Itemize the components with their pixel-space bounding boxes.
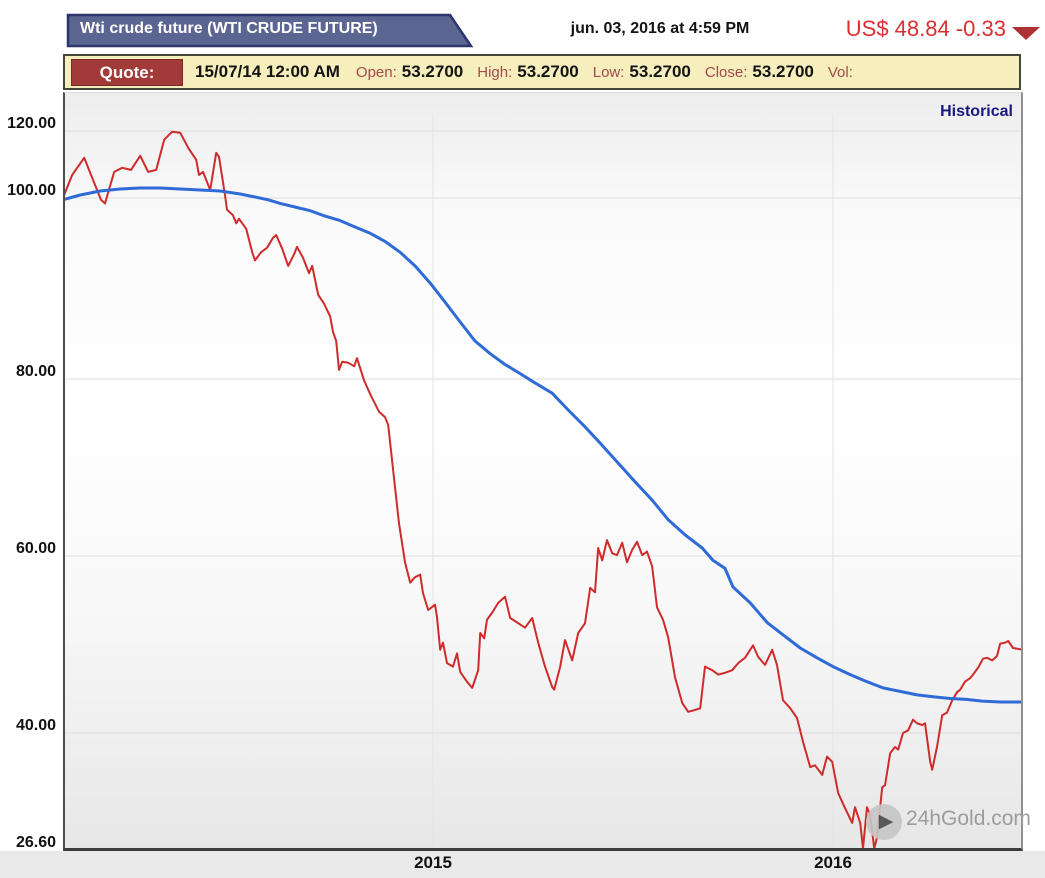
y-axis-label: 120.00 [7,115,56,132]
instrument-tab [66,13,474,48]
price-chart [65,113,1021,848]
instrument-tab-shape [66,13,474,48]
chart-panel: Historical ▶ 24hGold.com [63,92,1031,851]
instrument-title: Wti crude future (WTI CRUDE FUTURE) [80,20,378,37]
quote-datetime: jun. 03, 2016 at 4:59 PM [570,20,750,37]
price-down-arrow-icon [1012,27,1040,40]
low-value: 53.2700 [629,62,691,81]
low-label: Low: [592,63,625,81]
price-line [65,130,1021,848]
historical-mode-tab[interactable]: Historical [940,103,1013,120]
y-axis-label: 100.00 [7,182,56,199]
moving-average-line [65,186,1021,704]
high-label: High: [477,63,513,81]
y-axis-label: 80.00 [15,363,56,380]
quote-bar: Quote: 15/07/14 12:00 AM Open: 53.2700 H… [63,54,1021,90]
quote-timestamp: 15/07/14 12:00 AM [195,62,340,81]
play-icon: ▶ [866,804,902,840]
x-axis-label: 2015 [414,853,452,872]
quote-button[interactable]: Quote: [71,58,183,86]
x-axis-band [0,851,1045,878]
volume-label: Vol: [827,63,853,81]
close-label: Close: [704,63,748,81]
y-axis-label: 40.00 [15,717,56,734]
high-value: 53.2700 [517,62,579,81]
open-label: Open: [355,63,397,81]
y-axis-label: 26.60 [15,834,56,851]
open-value: 53.2700 [401,62,464,81]
close-value: 53.2700 [752,62,814,81]
watermark-logo: 24hGold.com [906,807,1031,830]
x-axis-label: 2016 [814,853,852,872]
last-price: US$ 48.84 -0.33 [845,16,1006,41]
y-axis-label: 60.00 [15,540,56,557]
